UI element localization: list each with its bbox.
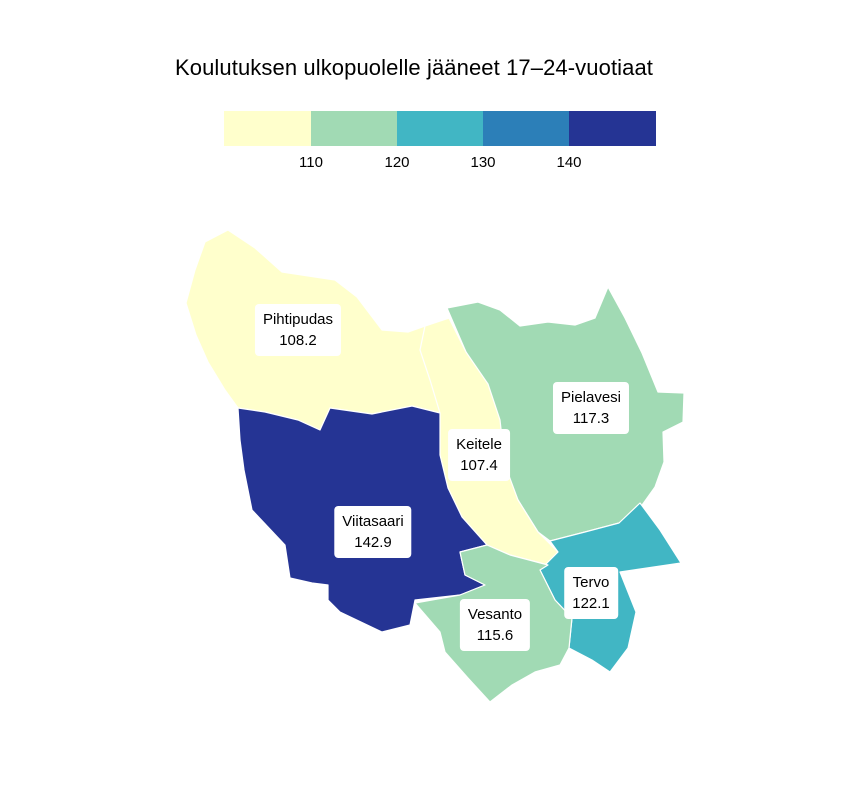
legend-tick-140: 140	[556, 154, 582, 171]
legend-swatch-3	[397, 111, 484, 146]
region-value: 108.2	[279, 332, 317, 349]
region-name: Keitele	[456, 436, 502, 453]
region-value: 117.3	[572, 410, 610, 427]
label-vesanto: Vesanto 115.6	[459, 599, 531, 651]
map-title: Koulutuksen ulkopuolelle jääneet 17–24-v…	[174, 55, 654, 80]
region-name: Vesanto	[467, 606, 523, 623]
legend-swatch-2	[311, 111, 398, 146]
region-name: Pielavesi	[560, 389, 622, 406]
legend-tick-130: 130	[470, 154, 496, 171]
region-value: 115.6	[476, 627, 514, 644]
region-name: Viitasaari	[342, 513, 404, 530]
legend-tick-110: 110	[299, 154, 323, 171]
legend-tick-120: 120	[384, 154, 410, 171]
label-pihtipudas: Pihtipudas 108.2	[254, 304, 342, 356]
region-name: Tervo	[572, 574, 610, 591]
label-keitele: Keitele 107.4	[448, 429, 510, 481]
region-value: 142.9	[354, 534, 392, 551]
legend-swatch-1	[224, 111, 311, 146]
region-value: 122.1	[572, 595, 610, 612]
label-viitasaari: Viitasaari 142.9	[334, 506, 412, 558]
color-legend: 110 120 130 140	[0, 0, 864, 200]
region-value: 107.4	[460, 457, 498, 474]
region-name: Pihtipudas	[262, 311, 334, 328]
label-pielavesi: Pielavesi 117.3	[552, 382, 630, 434]
legend-swatch-5	[569, 111, 656, 146]
legend-swatch-4	[483, 111, 570, 146]
label-tervo: Tervo 122.1	[564, 567, 618, 619]
